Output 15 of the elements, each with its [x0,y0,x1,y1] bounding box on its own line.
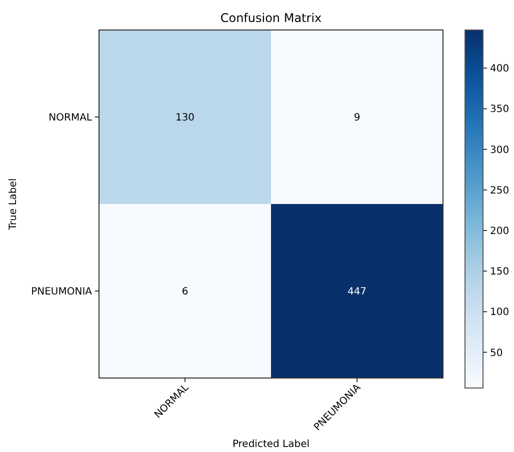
color-bar-label: 100 [490,307,510,318]
data-label: 130 [175,112,195,124]
color-bar-label: 50 [490,348,503,359]
data-label: 447 [347,286,367,298]
y-axis-title: True Label [8,178,19,231]
data-label: 9 [354,112,360,124]
color-bar-label: 250 [490,185,510,196]
color-bar-label: 400 [490,64,510,75]
color-bar-label: 150 [490,266,510,278]
color-bar-label: 350 [490,104,510,116]
x-axis-title: Predicted Label [232,439,310,450]
color-bar-label: 200 [490,226,510,238]
chart-title: Confusion Matrix [220,11,322,25]
color-bar-label: 300 [490,144,510,156]
data-label: 6 [182,286,188,298]
